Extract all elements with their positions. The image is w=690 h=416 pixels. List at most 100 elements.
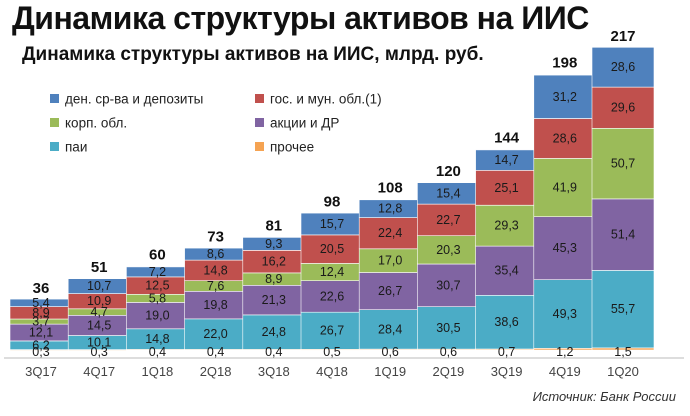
data-label-гос-и-мун-обл-1-4q18: 20,5	[320, 242, 344, 256]
data-label-гос-и-мун-обл-1-4q17: 10,9	[87, 294, 111, 308]
bar-segment-акции-и-др-3q18	[242, 284, 306, 316]
legend-label: гос. и мун. обл.(1)	[270, 92, 382, 107]
legend-item-акции-и-др: акции и ДР	[255, 116, 339, 131]
data-label-акции-и-др-3q17: 12,1	[29, 326, 53, 340]
total-label-4q18: 98	[324, 194, 341, 211]
data-label-гос-и-мун-обл-1-1q20: 29,6	[611, 101, 635, 115]
bar-segment-корп-обл-1q20	[591, 128, 655, 200]
bar-segment-акции-и-др-1q20	[591, 198, 655, 271]
data-label-паи-4q17: 10,1	[87, 336, 111, 350]
data-label-ден-ср-ва-и-депозиты-2q19: 15,4	[436, 186, 460, 200]
data-label-прочее-2q19: 0,6	[440, 345, 457, 359]
data-label-паи-1q19: 28,4	[378, 322, 402, 336]
total-label-2q18: 73	[207, 228, 224, 245]
total-label-3q18: 81	[265, 217, 282, 234]
data-label-акции-и-др-4q18: 22,6	[320, 289, 344, 303]
data-label-гос-и-мун-обл-1-3q17: 8,9	[32, 306, 49, 320]
total-label-1q18: 60	[149, 247, 166, 264]
data-label-гос-и-мун-обл-1-1q18: 12,5	[145, 279, 169, 293]
data-label-паи-1q20: 55,7	[611, 302, 635, 316]
x-tick-label-4q18: 4Q18	[316, 364, 348, 379]
data-label-паи-4q19: 49,3	[553, 307, 577, 321]
data-label-корп-обл-1q19: 17,0	[378, 254, 402, 268]
data-label-ден-ср-ва-и-депозиты-1q19: 12,8	[378, 202, 402, 216]
bar-segment-корп-обл-3q19	[475, 205, 538, 247]
legend-swatch	[255, 94, 264, 103]
total-label-3q17: 36	[33, 280, 50, 297]
data-label-акции-и-др-4q19: 45,3	[553, 241, 577, 255]
data-label-корп-обл-4q17: 4,7	[91, 305, 108, 319]
data-label-ден-ср-ва-и-депозиты-3q17: 5,4	[32, 296, 49, 310]
data-label-паи-2q18: 22,0	[203, 327, 227, 341]
data-label-прочее-3q19: 0,7	[498, 345, 515, 359]
data-label-паи-2q19: 30,5	[436, 321, 460, 335]
bar-segment-акции-и-др-2q19	[417, 263, 480, 308]
data-label-ден-ср-ва-и-депозиты-1q18: 7,2	[149, 265, 166, 279]
total-label-3q19: 144	[494, 130, 520, 147]
bar-segment-акции-и-др-2q18	[184, 290, 247, 320]
legend-item-гос-и-мун-обл-1: гос. и мун. обл.(1)	[255, 92, 382, 107]
x-tick-label-4q19: 4Q19	[549, 364, 581, 379]
data-label-гос-и-мун-обл-1-1q19: 22,4	[378, 226, 402, 240]
data-label-корп-обл-3q18: 8,9	[265, 272, 282, 286]
data-label-акции-и-др-2q19: 30,7	[436, 278, 460, 292]
data-label-корп-обл-4q19: 41,9	[553, 181, 577, 195]
legend-label: прочее	[270, 140, 314, 155]
data-label-паи-4q18: 26,7	[320, 324, 344, 338]
bar-segment-гос-и-мун-обл-1-3q19	[475, 170, 538, 206]
bar-segment-гос-и-мун-обл-1-4q19	[533, 118, 597, 159]
data-label-корп-обл-2q19: 20,3	[436, 243, 460, 257]
data-label-прочее-3q17: 0,3	[32, 345, 49, 359]
source-note: Источник: Банк России	[532, 389, 676, 404]
data-label-паи-3q19: 38,6	[494, 315, 518, 329]
legend-item-прочее: прочее	[255, 140, 314, 155]
total-label-4q19: 198	[552, 54, 577, 71]
x-axis-ticks-group: 3Q17 4Q17 1Q18 2Q18 3Q18 4Q18 1Q19 2Q19 3Q19 4Q19…	[25, 364, 639, 379]
legend-label: ден. ср-ва и депозиты	[65, 92, 203, 107]
data-label-ден-ср-ва-и-депозиты-4q17: 10,7	[87, 279, 111, 293]
x-tick-label-2q19: 2Q19	[432, 364, 464, 379]
legend-label: корп. обл.	[65, 116, 127, 131]
x-tick-label-3q18: 3Q18	[258, 364, 290, 379]
legend-label: паи	[65, 140, 87, 155]
data-label-прочее-4q18: 0,5	[323, 345, 340, 359]
legend-swatch	[50, 118, 59, 127]
data-label-гос-и-мун-обл-1-2q18: 14,8	[203, 263, 227, 277]
data-label-гос-и-мун-обл-1-4q19: 28,6	[553, 132, 577, 146]
x-tick-label-3q17: 3Q17	[25, 364, 57, 379]
legend-label: акции и ДР	[270, 116, 339, 131]
x-tick-label-3q19: 3Q19	[491, 364, 523, 379]
legend-swatch	[50, 94, 59, 103]
bar-segment-паи-3q19	[475, 294, 538, 350]
bar-segment-ден-ср-ва-и-депозиты-4q19	[533, 74, 597, 119]
bar-segment-гос-и-мун-обл-1-1q20	[591, 86, 655, 129]
bar-segment-паи-4q18	[300, 311, 364, 350]
legend: ден. ср-ва и депозиты гос. и мун. обл.(1)…	[50, 92, 382, 155]
bar-segment-акции-и-др-4q19	[533, 216, 597, 280]
data-label-гос-и-мун-обл-1-3q18: 16,2	[262, 255, 286, 269]
x-tick-label-1q19: 1Q19	[374, 364, 406, 379]
data-label-ден-ср-ва-и-депозиты-1q20: 28,6	[611, 60, 635, 74]
data-label-акции-и-др-1q18: 19,0	[145, 309, 169, 323]
total-label-1q20: 217	[610, 28, 635, 45]
data-label-корп-обл-1q18: 5,8	[149, 291, 166, 305]
x-tick-label-1q20: 1Q20	[607, 364, 639, 379]
data-label-акции-и-др-3q19: 35,4	[494, 264, 518, 278]
page-title: Динамика структуры активов на ИИС	[12, 0, 589, 36]
data-label-ден-ср-ва-и-депозиты-2q18: 8,6	[207, 247, 224, 261]
segment-labels-group: 0,36,212,13,78,95,40,310,114,54,710,910,…	[29, 60, 635, 359]
data-label-прочее-1q19: 0,6	[382, 345, 399, 359]
x-tick-label-1q18: 1Q18	[141, 364, 173, 379]
data-label-корп-обл-3q17: 3,7	[32, 315, 49, 329]
bar-segment-паи-1q19	[358, 309, 422, 350]
data-label-прочее-1q18: 0,4	[149, 345, 166, 359]
data-label-корп-обл-4q18: 12,4	[320, 265, 344, 279]
legend-item-ден-ср-ва-и-депозиты: ден. ср-ва и депозиты	[50, 92, 203, 107]
data-label-корп-обл-2q18: 7,6	[207, 279, 224, 293]
total-label-4q17: 51	[91, 259, 108, 276]
legend-swatch	[50, 142, 59, 151]
x-tick-label-2q18: 2Q18	[200, 364, 232, 379]
data-label-прочее-4q17: 0,3	[91, 345, 108, 359]
data-label-ден-ср-ва-и-депозиты-3q19: 14,7	[494, 153, 518, 167]
